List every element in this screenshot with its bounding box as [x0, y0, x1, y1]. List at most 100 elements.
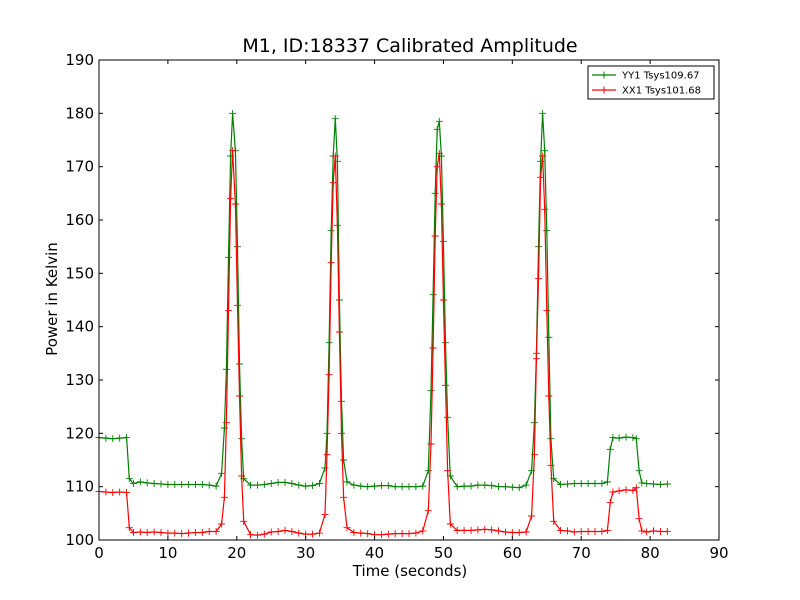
- data-point: [444, 413, 452, 421]
- data-point: [419, 527, 427, 535]
- plot-frame: [98, 59, 720, 541]
- data-point: [444, 467, 452, 475]
- data-point: [522, 481, 530, 489]
- data-point: [302, 482, 310, 490]
- data-point: [453, 483, 461, 491]
- data-point: [467, 526, 475, 534]
- data-point: [377, 531, 385, 539]
- y-tick-label: 130: [65, 371, 94, 389]
- data-point: [437, 200, 445, 208]
- x-tick-label: 10: [158, 544, 177, 562]
- data-point: [543, 307, 551, 315]
- data-point: [424, 467, 432, 475]
- data-point: [532, 355, 540, 363]
- data-point: [431, 232, 439, 240]
- data-point: [240, 517, 248, 525]
- legend-box: [587, 65, 715, 100]
- data-point: [391, 483, 399, 491]
- data-point: [143, 529, 151, 537]
- data-point: [185, 529, 193, 537]
- data-point: [629, 434, 637, 442]
- data-point: [212, 527, 220, 535]
- y-tick-label: 160: [65, 211, 94, 229]
- data-point: [218, 469, 226, 477]
- data-point: [439, 237, 447, 245]
- data-point: [233, 243, 241, 251]
- data-point: [340, 493, 348, 501]
- data-point: [453, 526, 461, 534]
- chart-title: M1, ID:18337 Calibrated Amplitude: [242, 35, 577, 57]
- data-point: [535, 275, 543, 283]
- data-point: [281, 526, 289, 534]
- data-point: [260, 530, 268, 538]
- data-point: [501, 483, 509, 491]
- data-point: [238, 472, 246, 480]
- data-point: [488, 526, 496, 534]
- data-point: [116, 488, 124, 496]
- data-point: [419, 482, 427, 490]
- data-point: [357, 529, 365, 537]
- data-point: [157, 480, 165, 488]
- data-point: [295, 529, 303, 537]
- data-point: [238, 435, 246, 443]
- data-point: [609, 434, 617, 442]
- data-point: [543, 227, 551, 235]
- data-point: [231, 200, 239, 208]
- data-point: [606, 445, 614, 453]
- data-point: [643, 479, 651, 487]
- data-point: [102, 488, 110, 496]
- data-point: [488, 482, 496, 490]
- data-point: [236, 360, 244, 368]
- data-point: [125, 524, 133, 532]
- data-point: [431, 189, 439, 197]
- data-point: [164, 481, 172, 489]
- x-tick-label: 0: [94, 544, 104, 562]
- series-line-1: [98, 113, 668, 489]
- data-point: [591, 479, 599, 487]
- data-point: [323, 451, 331, 459]
- data-point: [638, 479, 646, 487]
- data-point: [247, 481, 255, 489]
- y-tick-label: 100: [65, 531, 94, 549]
- data-point: [606, 499, 614, 507]
- data-point: [129, 529, 137, 537]
- data-point: [371, 482, 379, 490]
- y-tick-label: 150: [65, 264, 94, 282]
- data-point: [253, 481, 261, 489]
- data-point: [643, 528, 651, 536]
- data-point: [515, 529, 523, 537]
- data-point: [274, 527, 282, 535]
- data-point: [656, 481, 664, 489]
- data-point: [474, 526, 482, 534]
- data-point: [220, 493, 228, 501]
- data-point: [405, 483, 413, 491]
- data-point: [535, 243, 543, 251]
- data-point: [635, 515, 643, 523]
- data-point: [650, 480, 658, 488]
- x-tick-label: 70: [572, 544, 591, 562]
- data-point: [433, 163, 441, 171]
- data-point: [467, 482, 475, 490]
- data-point: [350, 529, 358, 537]
- data-point: [435, 117, 443, 125]
- data-point: [433, 125, 441, 133]
- data-point: [598, 527, 606, 535]
- legend-label-1: YY1 Tsys109.67: [621, 71, 700, 82]
- data-point: [325, 371, 333, 379]
- x-axis-label: Time (seconds): [352, 562, 468, 580]
- data-point: [274, 478, 282, 486]
- data-point: [364, 530, 372, 538]
- data-point: [550, 517, 558, 525]
- data-point: [603, 526, 611, 534]
- data-point: [343, 524, 351, 532]
- data-point: [622, 486, 630, 494]
- data-point: [198, 529, 206, 537]
- data-point: [424, 507, 432, 515]
- data-point: [350, 481, 358, 489]
- data-point: [515, 484, 523, 492]
- data-point: [288, 479, 296, 487]
- data-point: [157, 529, 165, 537]
- data-point: [427, 440, 435, 448]
- data-point: [615, 434, 623, 442]
